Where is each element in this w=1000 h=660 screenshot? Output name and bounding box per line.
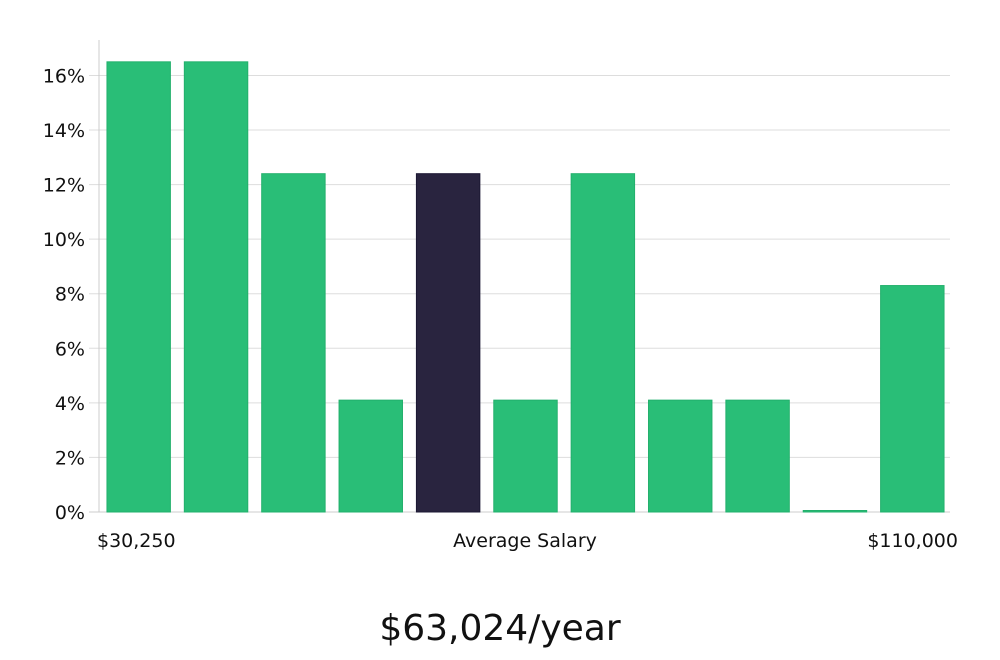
histogram-bar xyxy=(493,399,558,513)
x-axis-max-label: $110,000 xyxy=(867,530,958,552)
y-tick-label: 14% xyxy=(43,120,85,142)
histogram-bar xyxy=(725,399,790,513)
histogram-bar xyxy=(183,61,249,513)
y-tick-label: 6% xyxy=(55,338,85,360)
histogram-bar xyxy=(106,61,171,513)
salary-histogram-chart: 0% 2% 4% 6% 8% 10% 12% 14% 16% $30,250 Average S… xyxy=(43,40,958,552)
y-tick-label: 0% xyxy=(55,502,85,524)
x-axis-min-label: $30,250 xyxy=(97,530,176,552)
histogram-bar xyxy=(648,399,713,513)
y-tick-label: 12% xyxy=(43,175,85,197)
y-tick-label: 10% xyxy=(43,229,85,251)
y-tick-label: 8% xyxy=(55,284,85,306)
average-salary-headline: $63,024/year xyxy=(379,608,621,649)
histogram-bar-average xyxy=(415,173,481,513)
bars xyxy=(106,61,945,513)
x-axis-center-label: Average Salary xyxy=(453,530,597,552)
y-tick-label: 16% xyxy=(43,65,85,87)
y-tick-label: 4% xyxy=(55,393,85,415)
histogram-bar xyxy=(338,399,403,513)
y-axis-ticks: 0% 2% 4% 6% 8% 10% 12% 14% 16% xyxy=(43,65,85,524)
histogram-bar xyxy=(880,285,945,513)
histogram-bar xyxy=(570,173,636,513)
histogram-bar xyxy=(261,173,326,513)
histogram-bar xyxy=(802,510,868,513)
y-tick-label: 2% xyxy=(55,447,85,469)
